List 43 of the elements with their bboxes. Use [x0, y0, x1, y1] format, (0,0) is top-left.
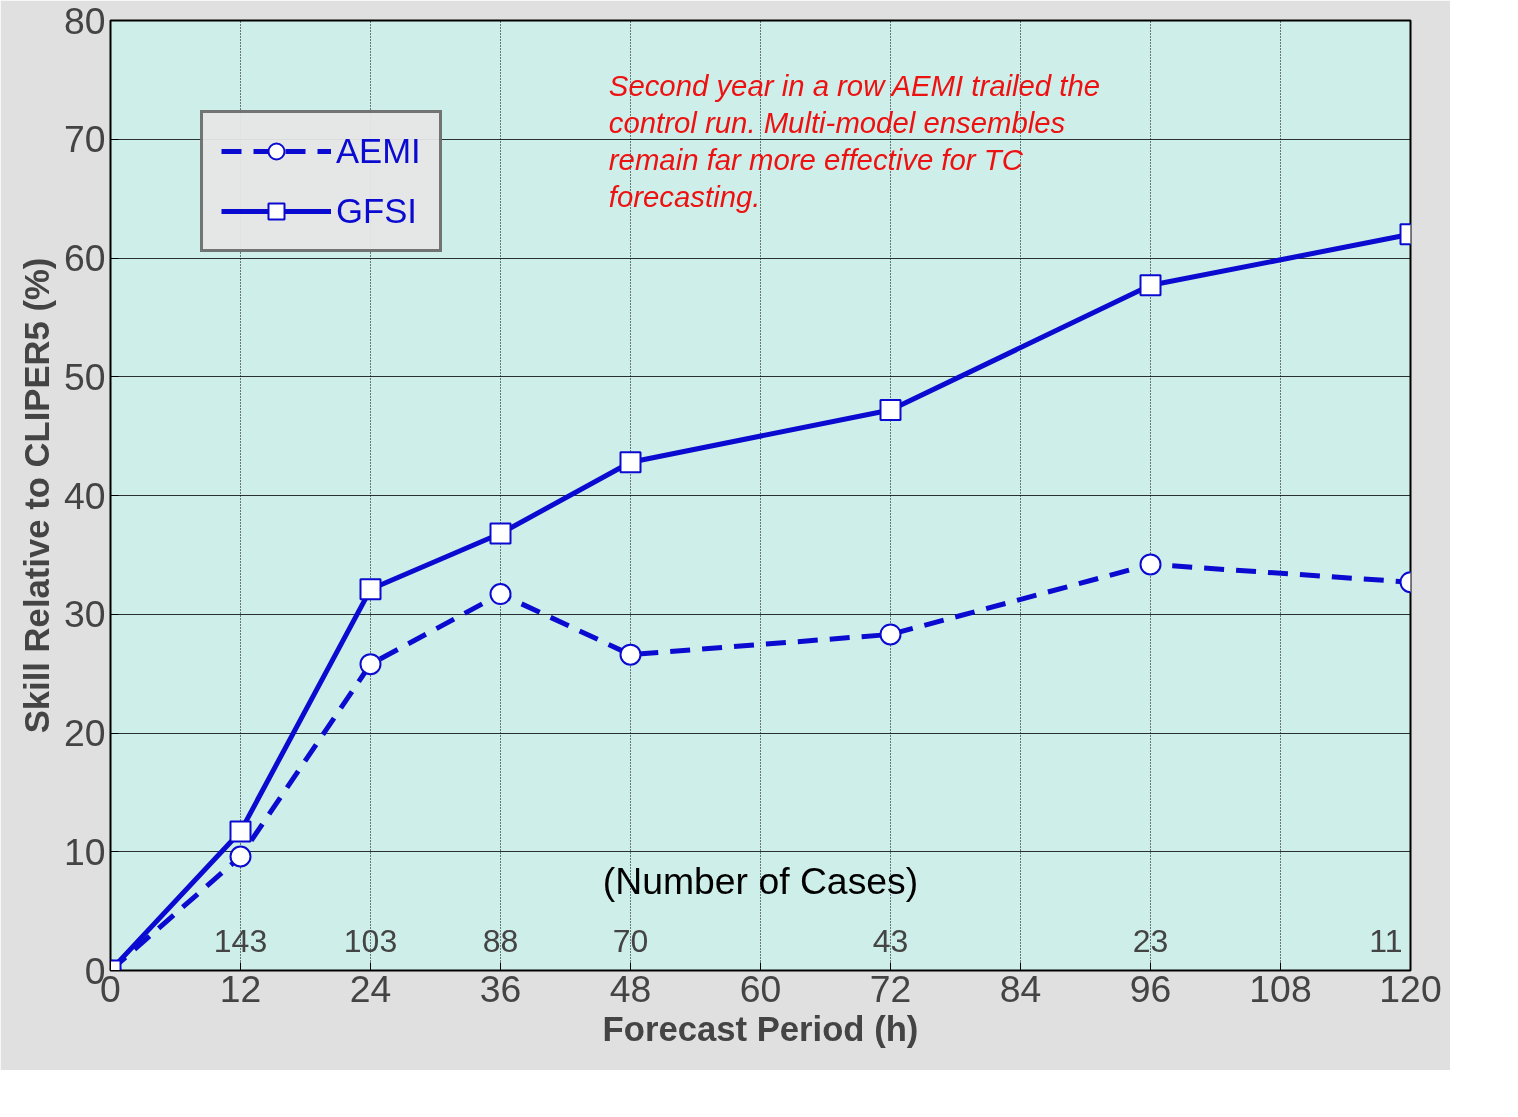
point: [1139, 274, 1162, 297]
y-tick-label: 70: [63, 118, 106, 161]
x-tick-label: 24: [349, 967, 392, 1010]
point: [489, 583, 512, 606]
x-axis-title: Forecast Period (h): [602, 1009, 919, 1048]
x-tick-label: 36: [479, 967, 522, 1010]
x-tick-label: 12: [219, 967, 262, 1010]
legend-label: GFSI: [336, 191, 417, 231]
x-tick-label: 48: [609, 967, 652, 1010]
x-tick-label: 108: [1249, 967, 1312, 1010]
annotation: 11: [1369, 922, 1403, 959]
y-tick-label: 50: [63, 355, 106, 398]
y-tick-label: 60: [63, 237, 106, 279]
x-tick-label: 120: [1379, 967, 1442, 1010]
annotation: 143: [213, 922, 268, 959]
point: [359, 653, 382, 676]
annotation: (Number of Cases): [602, 860, 919, 903]
annotation: 23: [1132, 922, 1169, 959]
y-tick-label: 10: [63, 830, 106, 873]
point: [1139, 553, 1162, 576]
point: [229, 845, 252, 868]
point: [619, 643, 642, 666]
x-tick-label: 60: [739, 967, 782, 1010]
annotation: 103: [343, 922, 398, 959]
y-tick-label: 40: [63, 474, 106, 517]
point: [879, 623, 902, 646]
y-axis-title: Skill Relative to CLIPER5 (%): [17, 257, 56, 734]
point: [489, 522, 512, 545]
y-tick-label: 30: [63, 593, 106, 636]
point: [229, 820, 252, 843]
x-tick-label: 96: [1129, 967, 1172, 1010]
point: [359, 578, 382, 601]
y-tick-label: 20: [63, 712, 106, 754]
point: [879, 399, 902, 421]
annotation: Second year in a row AEMI trailed the control run. Multi-model ensembles remain far more effective for TC forecasting.: [608, 69, 1101, 213]
x-tick-label: 72: [869, 967, 912, 1010]
x-tick-label: 84: [999, 967, 1042, 1010]
annotation: 88: [482, 922, 519, 959]
y-tick-label: 80: [63, 0, 106, 42]
annotation: 43: [872, 922, 909, 959]
annotation: 70: [612, 922, 649, 959]
legend-label: AEMI: [336, 131, 421, 171]
point: [619, 451, 642, 474]
